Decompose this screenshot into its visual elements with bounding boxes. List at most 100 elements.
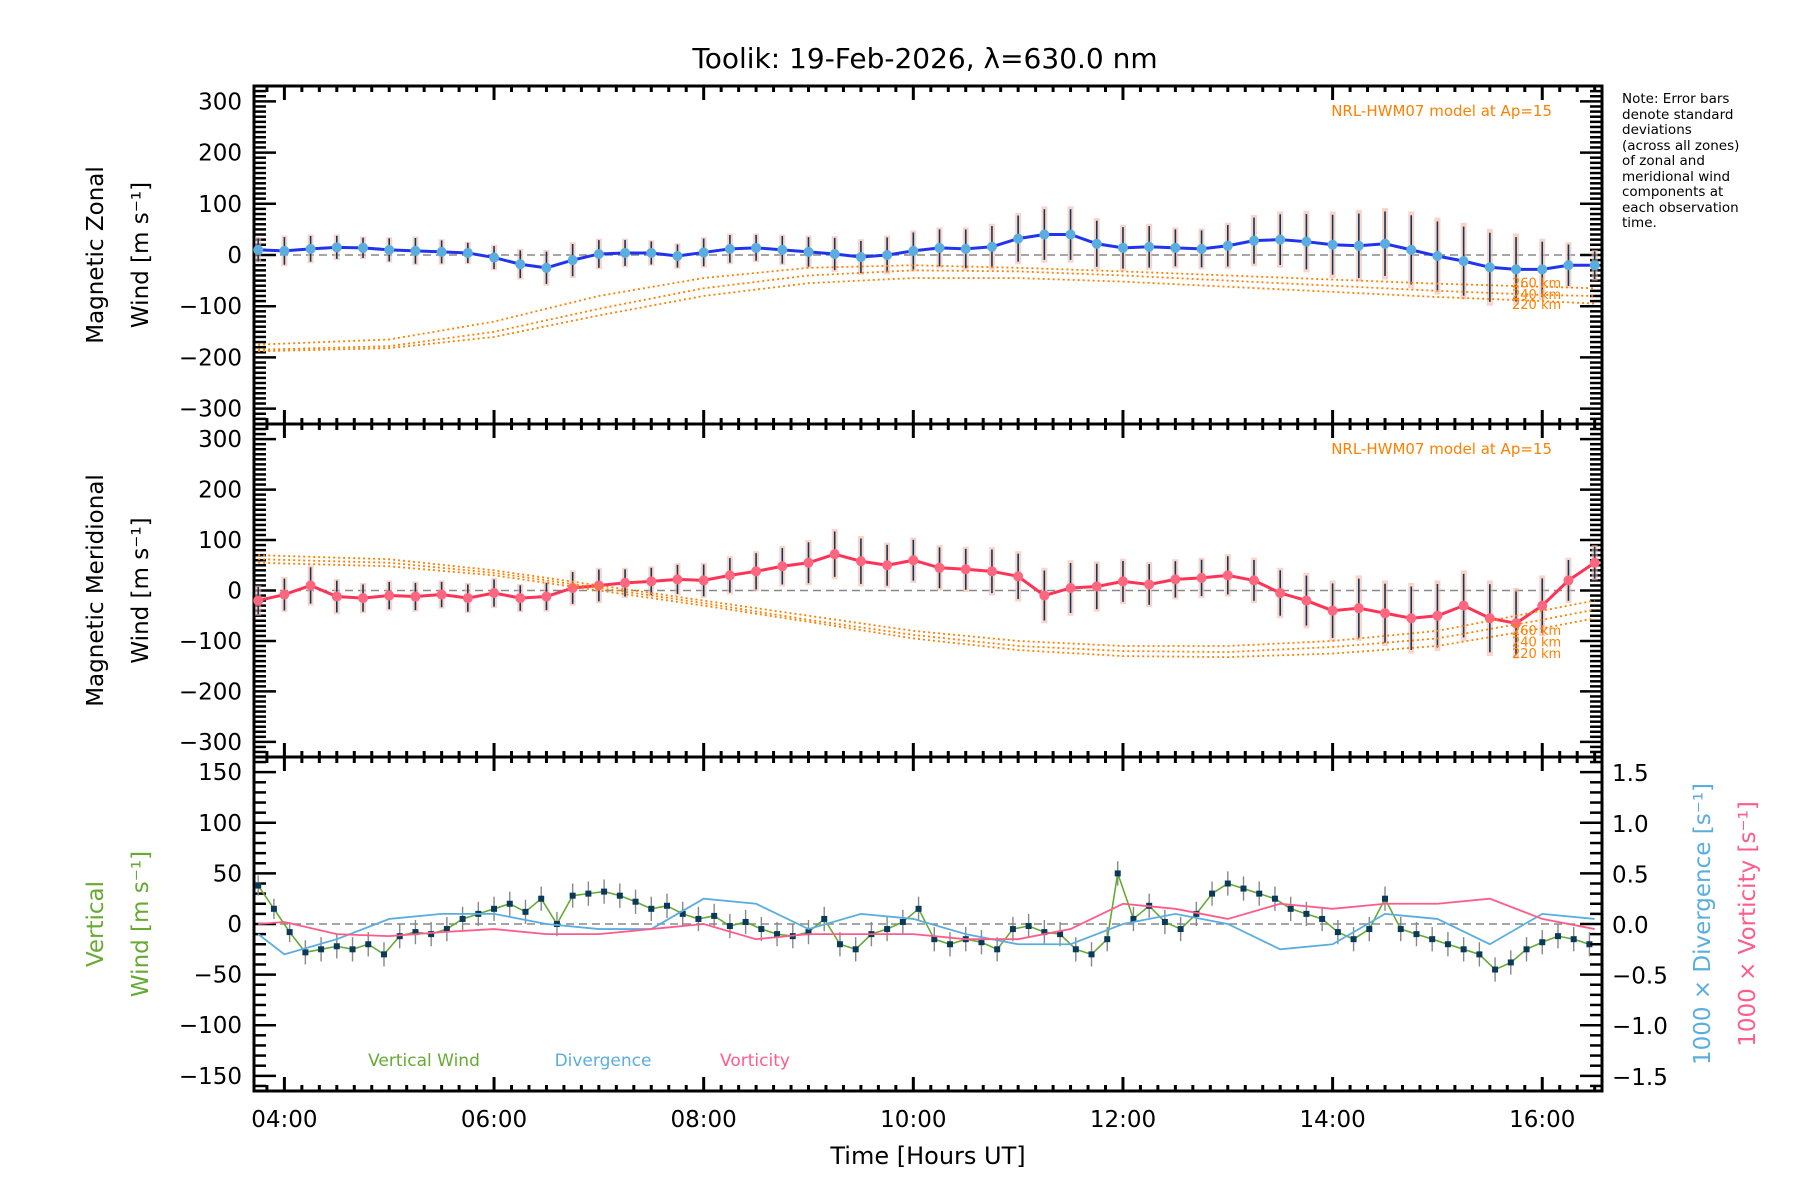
data-point [978,939,985,946]
data-point [253,244,264,255]
y-tick-label: 300 [198,89,242,115]
data-point [567,582,578,593]
data-point [1222,570,1233,581]
data-point [751,566,762,577]
data-point [358,242,369,253]
data-point [515,593,526,604]
data-point [1432,251,1443,262]
x-tick-label: 16:00 [1509,1107,1575,1133]
y-tick-label: −300 [179,730,242,756]
model-altitude-label: 240 km [1512,288,1561,303]
x-tick-label: 08:00 [671,1107,737,1133]
y-tick-label: 100 [198,192,242,218]
data-point [443,926,450,933]
data-point [569,892,576,899]
y-tick-label: 300 [198,427,242,453]
data-point [462,247,473,258]
data-point [1406,244,1417,255]
model-altitude-label: 220 km [1512,298,1561,313]
data-point [255,882,262,889]
legend-entry: Vorticity [720,1051,790,1071]
data-point [1013,233,1024,244]
data-point [270,905,277,912]
x-tick-label: 06:00 [461,1107,527,1133]
data-point [1091,581,1102,592]
y2-tick-label: 1.5 [1612,761,1649,787]
y-tick-label: −50 [193,963,242,989]
data-point [436,589,447,600]
data-point [1350,936,1357,943]
data-point [1570,936,1577,943]
data-point [1554,933,1561,940]
data-point [331,591,342,602]
data-point [333,943,340,950]
y-tick-label: −300 [179,397,242,423]
data-point [758,926,765,933]
data-point [646,576,657,587]
data-point [648,905,655,912]
data-point [1589,557,1600,568]
data-point [1507,959,1514,966]
data-point [1256,890,1263,897]
data-point [698,575,709,586]
data-point [279,245,290,256]
y-tick-label: −100 [179,294,242,320]
data-point [742,918,749,925]
data-point [1382,895,1389,902]
data-point [1275,588,1286,599]
data-point [994,946,1001,953]
model-altitude-label: 260 km [1512,277,1561,292]
data-point [384,244,395,255]
data-point [1091,238,1102,249]
x-tick-label: 12:00 [1090,1107,1156,1133]
data-point [1065,582,1076,593]
y-tick-label: 0 [227,243,242,269]
data-point [358,593,369,604]
data-point [1196,243,1207,254]
data-point [506,900,513,907]
data-point [349,946,356,953]
data-point [1301,236,1312,247]
data-point [1041,929,1048,936]
y-axis-label: Wind [m s⁻¹] [128,851,154,997]
data-point [1039,229,1050,240]
data-point [1130,915,1137,922]
data-point [515,259,526,270]
data-point [724,570,735,581]
data-point [1065,229,1076,240]
data-point [286,929,293,936]
data-point [1275,234,1286,245]
data-point [1057,931,1064,938]
y-tick-label: 0 [227,912,242,938]
zonal-wind-panel: 300 200 100 0 −100 −200 −300 Magnetic Zonal Wind… [83,84,1604,426]
model-altitude-label: 240 km [1512,635,1561,650]
data-point [305,243,316,254]
x-axis-label: Time [Hours UT] [829,1142,1025,1170]
data-point [679,910,686,917]
data-point [365,941,372,948]
data-point [384,590,395,601]
data-point [1492,966,1499,973]
data-point [1537,600,1548,611]
data-point [567,255,578,266]
data-point [380,951,387,958]
model-label: NRL-HWM07 model at Ap=15 [1331,440,1552,458]
data-point [1240,885,1247,892]
data-point [1429,936,1436,943]
data-point [593,580,604,591]
data-point [947,941,954,948]
data-point [522,908,529,915]
data-point [1444,941,1451,948]
data-point [1301,595,1312,606]
data-point [777,244,788,255]
data-point [1088,951,1095,958]
y-tick-label: −200 [179,679,242,705]
model-altitude-label: 260 km [1512,624,1561,639]
y2-tick-label: 0.0 [1612,913,1649,939]
data-point [986,566,997,577]
y-axis-label: Wind [m s⁻¹] [128,182,154,328]
data-point [1224,880,1231,887]
y-tick-label: −100 [179,629,242,655]
data-point [1563,575,1574,586]
